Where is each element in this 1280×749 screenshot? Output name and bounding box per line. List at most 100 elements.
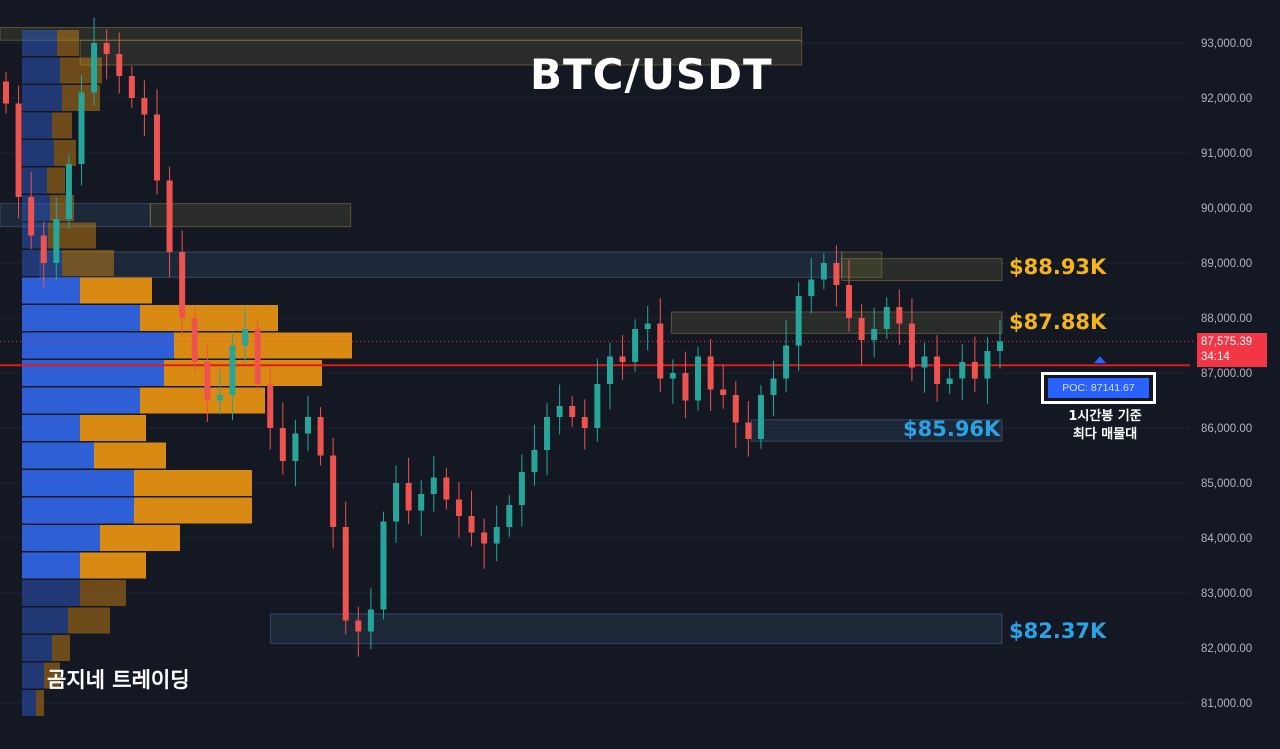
candle-body (40, 235, 47, 263)
candle-body (896, 307, 903, 324)
candle-body (78, 92, 85, 164)
price-tick-label: 93,000.00 (1201, 38, 1252, 50)
volume-bar-orange (80, 415, 146, 441)
candle-body (518, 472, 525, 505)
candle-body (720, 389, 727, 395)
level-label-85-96k: $85.96K (903, 417, 1001, 441)
candle-body (745, 422, 752, 439)
volume-bar-orange (80, 277, 152, 304)
volume-bar-orange (57, 30, 79, 56)
candle-body (254, 329, 261, 384)
volume-bar-blue (22, 415, 80, 441)
current-price-value: 87,575.39 (1201, 336, 1253, 348)
current-price-badge: 87,575.39 34:14 (1197, 333, 1267, 367)
volume-bar-blue (22, 470, 134, 496)
price-tick-label: 88,000.00 (1201, 313, 1252, 325)
channel-watermark: 곰지네 트레이딩 (47, 668, 190, 692)
candle-body (204, 362, 211, 401)
price-tick-label: 91,000.00 (1201, 148, 1252, 160)
candle-body (367, 609, 374, 632)
volume-bar-orange (54, 140, 76, 166)
candle-body (556, 406, 563, 417)
candle-body (657, 323, 664, 379)
volume-bar-orange (134, 470, 252, 496)
volume-bar-orange (44, 662, 60, 689)
candle-body (267, 384, 274, 428)
volume-bar-blue (22, 30, 57, 56)
candle-body (128, 76, 135, 98)
candle-body (481, 532, 488, 544)
volume-bar-blue (22, 305, 140, 331)
candle-body (380, 521, 387, 610)
candle-body (15, 103, 22, 197)
candle-body (544, 417, 551, 450)
zone-resistance (0, 27, 803, 41)
candle-body (757, 395, 764, 439)
candle-body (3, 81, 9, 104)
candle-body (279, 428, 286, 461)
candle-body (330, 455, 337, 527)
poc-note-line2: 최다 매물대 (1072, 427, 1138, 442)
volume-bar-blue (22, 662, 44, 689)
candle-body (971, 362, 978, 379)
level-label-82-37k: $82.37K (1009, 619, 1107, 643)
price-tick-label: 85,000.00 (1201, 478, 1252, 490)
candle-body (103, 43, 110, 54)
candle-body (871, 329, 878, 340)
candle-body (53, 219, 60, 263)
volume-bar-orange (174, 332, 352, 359)
volume-bar-orange (47, 167, 65, 194)
candle-body (783, 345, 790, 379)
candle-body (317, 417, 324, 456)
candle-body (833, 263, 840, 285)
candle-body (795, 296, 802, 346)
volume-bar-blue (22, 552, 80, 579)
volume-bar-orange (164, 360, 322, 386)
candle-body (883, 307, 890, 329)
candle-body (921, 356, 928, 368)
volume-bar-blue (22, 497, 134, 524)
candle-body (682, 373, 689, 401)
volume-bar-blue (22, 525, 100, 551)
volume-bar-orange (80, 580, 126, 606)
volume-bar-orange (52, 112, 72, 139)
candle-countdown: 34:14 (1201, 351, 1230, 363)
candle-body (820, 263, 827, 280)
candle-body (242, 329, 249, 346)
volume-bar-blue (22, 195, 50, 221)
candle-body (594, 384, 601, 428)
candle-body (644, 323, 651, 329)
candle-body (858, 318, 865, 340)
candle-body (443, 477, 450, 500)
volume-bar-orange (68, 607, 110, 634)
volume-bar-blue (22, 387, 140, 414)
candle-body (493, 527, 500, 544)
zone-resistance (841, 251, 883, 278)
volume-bar-blue (22, 442, 94, 469)
candle-body (91, 43, 98, 93)
volume-bar-orange (36, 690, 44, 716)
volume-bar-blue (22, 277, 80, 304)
price-tick-label: 83,000.00 (1201, 588, 1252, 600)
price-tick-label: 81,000.00 (1201, 698, 1252, 710)
candle-body (695, 356, 702, 401)
volume-bar-blue (22, 607, 68, 634)
candle-body (468, 516, 475, 533)
volume-bar-orange (80, 552, 146, 579)
candle-body (606, 356, 613, 384)
poc-label-box: POC: 87141.67 (1041, 372, 1156, 404)
poc-marker-icon (1094, 356, 1106, 364)
volume-bar-blue (22, 57, 60, 84)
price-tick-label: 84,000.00 (1201, 533, 1252, 545)
candle-body (707, 356, 714, 390)
level-label-88-93k: $88.93K (1009, 255, 1107, 279)
chart-title: BTC/USDT (530, 50, 773, 99)
price-tick-label: 87,000.00 (1201, 368, 1252, 380)
candle-body (418, 494, 425, 511)
candle-body (179, 252, 186, 318)
poc-note-line1: 1시간봉 기준 (1068, 409, 1142, 424)
candle-body (191, 318, 198, 362)
candle-body (846, 285, 853, 318)
